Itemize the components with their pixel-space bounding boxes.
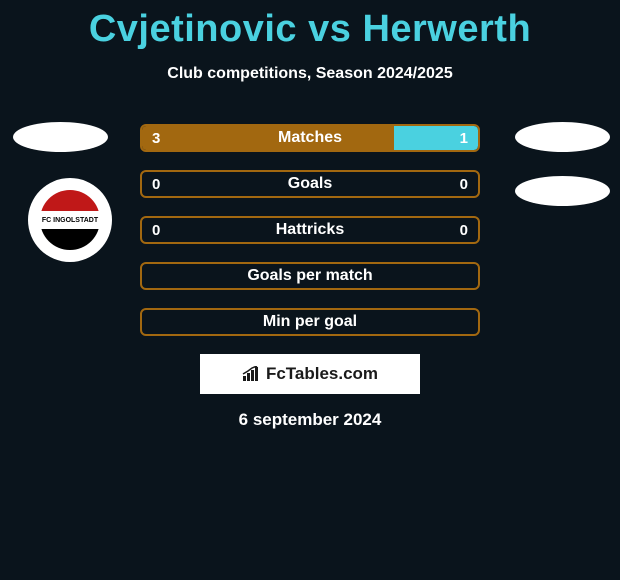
comparison-row: Min per goal: [140, 308, 480, 336]
player-silhouette-left: [13, 122, 108, 152]
page-title: Cvjetinovic vs Herwerth: [0, 0, 620, 51]
club-logo: FC INGOLSTADT: [28, 178, 112, 262]
bar-chart-icon: [242, 366, 262, 382]
date-label: 6 september 2024: [0, 410, 620, 430]
row-label: Goals per match: [142, 267, 478, 285]
page-subtitle: Club competitions, Season 2024/2025: [0, 65, 620, 83]
comparison-row: Goals per match: [140, 262, 480, 290]
row-label: Min per goal: [142, 313, 478, 331]
player-silhouette-right-1: [515, 122, 610, 152]
player-silhouette-right-2: [515, 176, 610, 206]
branding-badge: FcTables.com: [200, 354, 420, 394]
row-label: Goals: [142, 175, 478, 193]
comparison-row: 00Hattricks: [140, 216, 480, 244]
club-logo-text: FC INGOLSTADT: [42, 217, 98, 224]
comparison-row: 00Goals: [140, 170, 480, 198]
row-label: Matches: [142, 129, 478, 147]
comparison-row: 31Matches: [140, 124, 480, 152]
club-logo-inner: FC INGOLSTADT: [40, 190, 100, 250]
row-label: Hattricks: [142, 221, 478, 239]
comparison-rows: 31Matches 00Goals 00Hattricks Goals per mat…: [140, 124, 480, 354]
branding-text: FcTables.com: [266, 364, 378, 384]
